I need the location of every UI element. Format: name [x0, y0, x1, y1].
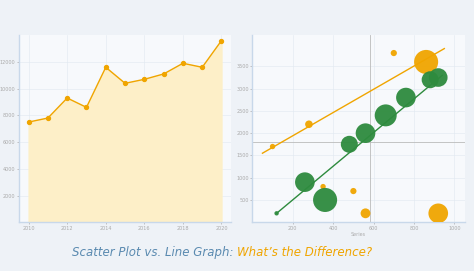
Point: [402, 95, 410, 100]
Point: [273, 211, 281, 215]
Point: [382, 113, 390, 118]
Text: What’s the Difference?: What’s the Difference?: [237, 246, 372, 259]
Point: [102, 65, 109, 69]
Point: [390, 51, 398, 55]
Point: [422, 60, 430, 64]
X-axis label: Series: Series: [351, 232, 366, 237]
Point: [350, 189, 357, 193]
Point: [121, 81, 129, 85]
Text: Scatter Plot vs. Line Graph:: Scatter Plot vs. Line Graph:: [72, 246, 237, 259]
Point: [160, 72, 167, 76]
Point: [25, 120, 32, 124]
Point: [218, 38, 225, 43]
Point: [321, 198, 329, 202]
Point: [305, 122, 313, 127]
Point: [179, 61, 187, 65]
Point: [319, 185, 327, 189]
Point: [44, 116, 52, 120]
Point: [362, 211, 369, 215]
Point: [199, 65, 206, 69]
Point: [435, 211, 442, 215]
Point: [346, 142, 353, 146]
Point: [362, 131, 369, 135]
Point: [64, 96, 71, 100]
Point: [82, 105, 90, 109]
Point: [269, 144, 276, 149]
Point: [427, 78, 434, 82]
Point: [141, 77, 148, 82]
Point: [435, 75, 442, 80]
Point: [301, 180, 309, 184]
